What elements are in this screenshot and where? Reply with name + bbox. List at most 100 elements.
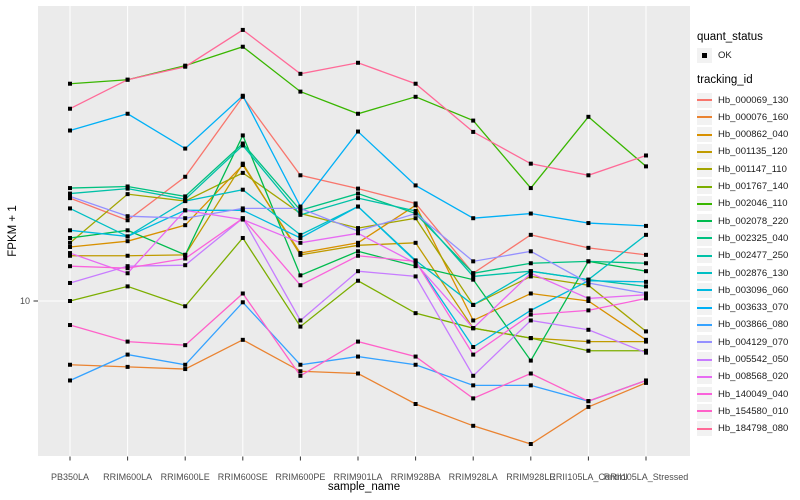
- data-point-marker: [68, 228, 72, 233]
- data-point-marker: [125, 192, 130, 197]
- data-point-marker: [298, 212, 303, 217]
- legend-key: [697, 386, 712, 402]
- legend-item-label: Hb_002325_040: [718, 232, 789, 244]
- data-point-marker: [68, 240, 72, 245]
- legend-key: [697, 369, 712, 385]
- data-point-marker: [183, 146, 188, 151]
- data-point-marker: [68, 253, 72, 258]
- data-point-marker: [68, 244, 72, 249]
- data-point-marker: [298, 240, 303, 245]
- legend-key: [697, 300, 712, 316]
- legend-key-line-icon: [697, 202, 712, 205]
- data-point-marker: [644, 153, 648, 158]
- data-point-marker: [183, 367, 188, 372]
- legend-item: Hb_154580_010: [697, 403, 788, 419]
- data-point-marker: [471, 383, 476, 388]
- legend-item-label: Hb_002876_130: [718, 267, 789, 279]
- data-point-marker: [644, 380, 648, 385]
- data-point-marker: [528, 161, 533, 166]
- legend-key-line-icon: [697, 272, 712, 274]
- filled-square-point-icon: [702, 52, 707, 58]
- data-point-marker: [356, 204, 360, 209]
- legend-item-label: Hb_000069_130: [718, 94, 789, 106]
- legend-item: Hb_003633_070: [697, 300, 788, 316]
- legend-key: [697, 282, 712, 298]
- data-point-marker: [125, 271, 130, 276]
- data-point-marker: [528, 308, 533, 313]
- data-point-marker: [125, 266, 130, 271]
- legend-item-label: Hb_184798_080: [718, 423, 789, 435]
- legend-item-label: Hb_005542_050: [718, 354, 789, 365]
- legend-key-line-icon: [697, 375, 712, 378]
- data-point-marker: [240, 93, 245, 98]
- legend-item-label: Hb_154580_010: [718, 405, 789, 417]
- legend-item: Hb_005542_050: [697, 352, 788, 368]
- legend-item-label: Hb_001135_120: [718, 146, 788, 158]
- data-point-marker: [68, 186, 72, 191]
- legend-key-line-icon: [697, 341, 712, 344]
- data-point-marker: [356, 226, 360, 231]
- data-point-marker: [356, 269, 360, 274]
- legend-key: [697, 334, 712, 350]
- legend-item-label: Hb_140049_040: [718, 388, 789, 400]
- data-point-marker: [125, 339, 130, 344]
- data-point-marker: [586, 308, 591, 313]
- data-point-marker: [240, 161, 245, 166]
- legend-key-line-icon: [697, 289, 712, 292]
- data-point-marker: [125, 239, 130, 244]
- legend-item-label: OK: [718, 49, 732, 61]
- data-point-marker: [240, 300, 245, 305]
- data-point-marker: [183, 199, 188, 204]
- data-point-marker: [471, 423, 476, 428]
- data-point-marker: [356, 129, 360, 134]
- data-point-marker: [125, 228, 130, 233]
- data-point-marker: [471, 345, 476, 350]
- data-point-marker: [586, 114, 591, 119]
- data-point-marker: [125, 364, 130, 369]
- data-point-marker: [125, 218, 130, 223]
- x-tick-label: RRIM928BA: [390, 472, 441, 482]
- data-point-marker: [413, 311, 418, 316]
- legend-key-line-icon: [697, 99, 712, 101]
- legend-item-label: Hb_004129_070: [718, 336, 789, 348]
- legend-item-label: Hb_003633_070: [718, 302, 789, 314]
- data-point-marker: [298, 206, 303, 211]
- data-point-marker: [471, 318, 476, 323]
- data-point-marker: [644, 284, 648, 289]
- data-point-marker: [125, 111, 130, 116]
- data-point-marker: [240, 337, 245, 342]
- legend-key: [697, 161, 712, 177]
- data-point-marker: [183, 208, 188, 213]
- data-point-marker: [644, 261, 648, 266]
- data-point-marker: [68, 299, 72, 303]
- data-point-marker: [240, 291, 245, 296]
- data-point-marker: [240, 216, 245, 221]
- legend-item: Hb_000069_130: [697, 92, 788, 108]
- y-axis-title: FPKM + 1: [7, 205, 19, 257]
- legend-key-line-icon: [697, 358, 712, 361]
- legend-key: [697, 179, 712, 194]
- data-point-marker: [240, 133, 245, 138]
- legend-item-label: Hb_002078_220: [718, 215, 789, 227]
- data-point-marker: [471, 274, 476, 279]
- data-point-marker: [586, 296, 591, 301]
- legend-item: Hb_008568_020: [697, 369, 788, 385]
- data-point-marker: [413, 362, 418, 367]
- data-point-marker: [68, 81, 72, 86]
- data-point-marker: [68, 235, 72, 240]
- data-point-marker: [356, 231, 360, 236]
- data-point-marker: [183, 343, 188, 348]
- legend-key: [697, 230, 712, 246]
- data-point-marker: [586, 245, 591, 250]
- data-point-marker: [68, 280, 72, 285]
- x-tick-label: RRII105LA_Stressed: [603, 472, 689, 482]
- data-point-marker: [68, 106, 72, 111]
- legend-item-label: Hb_001767_140: [718, 181, 789, 192]
- legend-item-label: Hb_008568_020: [718, 371, 789, 383]
- data-point-marker: [528, 383, 533, 388]
- data-point-marker: [528, 249, 533, 254]
- data-point-marker: [644, 164, 648, 169]
- data-point-marker: [68, 128, 72, 133]
- data-point-marker: [528, 358, 533, 363]
- data-point-marker: [471, 129, 476, 134]
